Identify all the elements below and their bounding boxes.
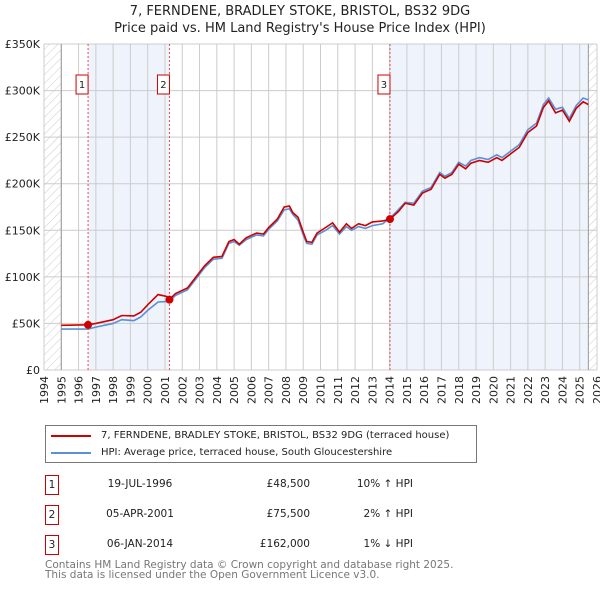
x-tick-label: 2020 [487,376,500,404]
x-tick-label: 2007 [263,376,276,404]
chart-title: 7, FERNDENE, BRADLEY STOKE, BRISTOL, BS3… [129,4,471,19]
sale-label: 2 [160,80,166,91]
x-tick-label: 2012 [349,376,362,404]
legend-item-property: 7, FERNDENE, BRADLEY STOKE, BRISTOL, BS3… [51,430,449,441]
x-tick-label: 2005 [228,376,241,404]
sale-price: £48,500 [266,478,310,490]
x-tick-label: 2013 [366,376,379,404]
sale-number-badge: 3 [45,535,59,555]
sale-label-box [75,74,89,95]
sale-number-badge: 1 [45,475,59,495]
x-tick-label: 2006 [245,376,258,404]
legend-swatch-blue [51,451,91,454]
x-tick-label: 2014 [384,376,397,404]
y-tick-label: £250K [5,131,41,144]
x-tick-label: 2015 [401,376,414,404]
series-line [61,96,589,330]
series-line [61,99,589,327]
footer-line: Contains HM Land Registry data © Crown c… [45,559,454,571]
footer: Contains HM Land Registry data © Crown c… [45,559,454,581]
sale-row: 1 19-JUL-1996 £48,500 10% ↑ HPI [45,475,445,495]
legend-item-hpi: HPI: Average price, terraced house, Sout… [51,447,392,458]
chart-subtitle: Price paid vs. HM Land Registry's House … [114,21,486,36]
sale-label-box [156,74,170,95]
y-tick-label: £300K [5,85,41,98]
x-tick-label: 2022 [522,376,535,404]
x-tick-label: 2016 [418,376,431,404]
x-tick-label: 2011 [332,376,345,404]
x-tick-label: 2008 [280,376,293,404]
x-tick-label: 2018 [453,376,466,404]
y-tick-label: £150K [5,224,41,237]
sale-point [84,320,93,329]
hatched-range [588,44,597,370]
legend-swatch-red [51,434,91,437]
x-tick-label: 2019 [470,376,483,404]
x-tick-label: 2023 [539,376,552,404]
x-tick-label: 1994 [38,376,51,404]
sale-date: 05-APR-2001 [106,508,174,520]
x-tick-label: 1997 [90,376,103,404]
x-tick-label: 2026 [591,376,600,404]
legend-label: HPI: Average price, terraced house, Sout… [101,447,393,458]
x-tick-label: 2003 [194,376,207,404]
sale-hpi-diff: 10% ↑ HPI [356,478,413,490]
legend-label: 7, FERNDENE, BRADLEY STOKE, BRISTOL, BS3… [101,430,450,441]
x-tick-label: 1995 [55,376,68,404]
sale-point [385,215,394,224]
x-tick-label: 2004 [211,376,224,404]
footer-line: This data is licensed under the Open Gov… [45,569,380,581]
x-tick-label: 2001 [159,376,172,404]
x-tick-label: 2021 [505,376,518,404]
x-tick-label: 2025 [574,376,587,404]
x-tick-label: 1998 [107,376,120,404]
sale-label-box [377,74,391,95]
sale-number-badge: 2 [45,505,59,525]
sale-date: 06-JAN-2014 [106,538,174,550]
sale-date: 19-JUL-1996 [107,478,173,490]
legend: 7, FERNDENE, BRADLEY STOKE, BRISTOL, BS3… [45,425,477,463]
x-tick-label: 2000 [142,376,155,404]
sale-row: 3 06-JAN-2014 £162,000 1% ↓ HPI [45,535,445,555]
sale-price: £162,000 [259,538,310,550]
sale-point [165,295,174,304]
sale-label: 3 [381,80,387,91]
hatched-range [44,44,62,370]
x-tick-label: 1996 [73,376,86,404]
x-tick-label: 2024 [556,376,569,404]
x-tick-label: 2010 [315,376,328,404]
y-tick-label: £0 [26,364,40,377]
y-tick-label: £350K [5,38,41,51]
x-tick-label: 2009 [297,376,310,404]
sale-price: £75,500 [266,508,310,520]
sale-row: 2 05-APR-2001 £75,500 2% ↑ HPI [45,505,445,525]
x-tick-label: 1999 [124,376,137,404]
y-tick-label: £200K [5,178,41,191]
shaded-range [389,44,589,370]
sale-label: 1 [79,80,85,91]
y-tick-label: £50K [12,317,41,330]
x-tick-label: 2017 [435,376,448,404]
sale-hpi-diff: 2% ↑ HPI [363,508,413,520]
sale-hpi-diff: 1% ↓ HPI [363,538,413,550]
y-tick-label: £100K [5,271,41,284]
price-chart: £0 £50K £100K £150K £200K £250K £300K £350K 1994… [5,38,600,404]
x-tick-label: 2002 [176,376,189,404]
